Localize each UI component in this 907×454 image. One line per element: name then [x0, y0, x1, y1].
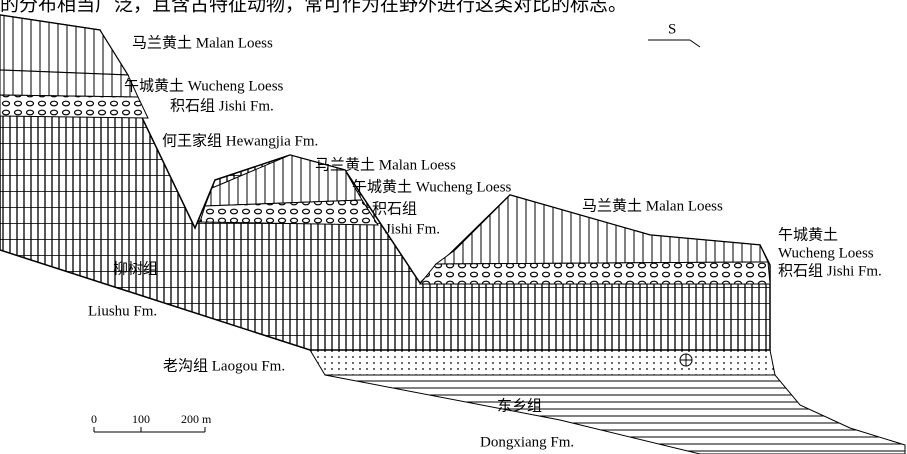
direction-arrow: [689, 39, 701, 48]
jishi-right-pattern: [420, 262, 770, 284]
caption: 的分布相当广泛，且含古特征动物，常可作为在野外进行这类对比的标志。: [0, 0, 627, 15]
scale-label: 0: [91, 412, 97, 426]
label: Dongxiang Fm.: [480, 434, 574, 450]
scale-label: 100: [132, 412, 150, 426]
label: 柳树组: [113, 260, 158, 277]
label: 老沟组 Laogou Fm.: [163, 357, 285, 374]
label: 东乡组: [497, 397, 542, 414]
malan-loess: [0, 14, 130, 76]
label: 积石组 Jishi Fm.: [778, 262, 882, 279]
label: 马兰黄土 Malan Loess: [582, 197, 723, 214]
wucheng-pattern: [0, 70, 138, 97]
label: 午城黄土: [778, 226, 838, 243]
malan-right-pattern: [436, 195, 768, 264]
laogou-layer: [309, 349, 776, 376]
label: Wucheng Loess: [778, 245, 874, 261]
dongxiang-layer: [324, 374, 906, 454]
label: 积石组: [372, 200, 417, 217]
scale-label: 200 m: [181, 412, 212, 426]
label: 积石组 Jishi Fm.: [170, 97, 274, 114]
label: Liushu Fm.: [88, 303, 157, 319]
label: 午城黄土 Wucheng Loess: [124, 77, 284, 94]
malan-mid-pattern: [205, 155, 362, 206]
label: 马兰黄土 Malan Loess: [132, 34, 273, 51]
label: 午城黄土 Wucheng Loess: [352, 178, 512, 195]
label: 马兰黄土 Malan Loess: [315, 156, 456, 173]
jishi-pattern: [0, 95, 148, 118]
label-bg: [128, 33, 294, 55]
direction: S: [668, 21, 676, 37]
labels: 马兰黄土 Malan Loess 午城黄土 Wucheng Loess 积石组 …: [88, 33, 882, 450]
label: 何王家组 Hewangjia Fm.: [162, 132, 318, 149]
jishi-mid-pattern: [200, 200, 378, 225]
label: Jishi Fm.: [385, 221, 440, 237]
